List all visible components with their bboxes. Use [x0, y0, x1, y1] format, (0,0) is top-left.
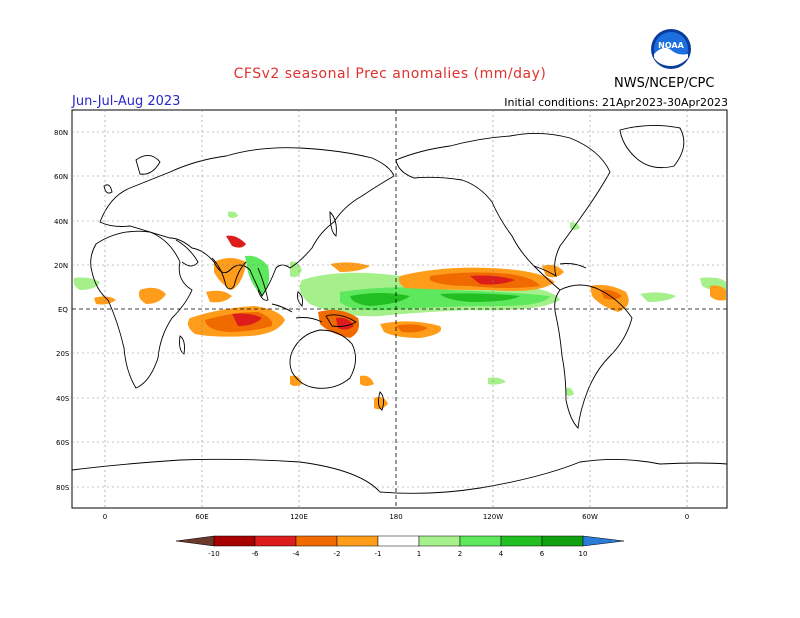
initial-conditions-label: Initial conditions: 21Apr2023-30Apr2023	[504, 96, 728, 109]
lat-label: 40S	[56, 395, 70, 403]
lon-label: 120E	[290, 513, 308, 521]
colorbar-bin	[500, 535, 543, 547]
colorbar-label: -10	[208, 550, 219, 558]
lon-label: 0	[685, 513, 689, 521]
colorbar-bin	[418, 535, 461, 547]
lat-label: EQ	[58, 306, 68, 314]
colorbar-label: 4	[499, 550, 504, 558]
colorbar-right-arrow	[582, 535, 625, 547]
lat-label: 80N	[54, 129, 68, 137]
lat-label: 40N	[54, 218, 68, 226]
colorbar-bin	[459, 535, 502, 547]
lat-label: 20N	[54, 262, 68, 270]
colorbar-bin	[377, 535, 420, 547]
coastlines	[72, 125, 727, 494]
colorbar-label: -1	[375, 550, 382, 558]
lat-labels: 80N 60N 40N 20N EQ 20S 40S 60S 80S	[54, 129, 70, 492]
colorbar-label: 6	[540, 550, 545, 558]
colorbar-left-arrow	[175, 535, 215, 547]
colorbar-label: 1	[417, 550, 421, 558]
organization-label: NWS/NCEP/CPC	[614, 76, 715, 91]
colorbar-bin	[213, 535, 256, 547]
noaa-logo: NOAA	[651, 29, 691, 69]
chart-title: CFSv2 seasonal Prec anomalies (mm/day)	[233, 66, 547, 82]
colorbar-bin	[336, 535, 379, 547]
colorbar: -10 -6 -4 -2 -1 1 2 4 6 10	[175, 535, 625, 558]
season-label: Jun-Jul-Aug 2023	[72, 94, 181, 109]
lat-label: 60N	[54, 173, 68, 181]
lon-label: 120W	[483, 513, 503, 521]
logo-text: NOAA	[658, 41, 684, 50]
lon-label: 0	[103, 513, 107, 521]
wet-anomalies	[73, 211, 726, 396]
colorbar-label: -6	[252, 550, 260, 558]
colorbar-label: 2	[458, 550, 462, 558]
colorbar-bin	[541, 535, 584, 547]
lon-labels: 0 60E 120E 180 120W 60W 0	[103, 513, 689, 521]
lon-label: 60W	[582, 513, 598, 521]
lat-label: 80S	[56, 484, 70, 492]
dry-anomalies	[94, 235, 726, 410]
colorbar-bin	[295, 535, 338, 547]
lat-label: 20S	[56, 350, 70, 358]
lon-label: 180	[389, 513, 402, 521]
graticule	[72, 110, 727, 508]
lon-label: 60E	[195, 513, 208, 521]
colorbar-label: -4	[293, 550, 301, 558]
colorbar-bin	[254, 535, 297, 547]
lat-label: 60S	[56, 439, 70, 447]
colorbar-label: 10	[579, 550, 588, 558]
colorbar-label: -2	[334, 550, 341, 558]
